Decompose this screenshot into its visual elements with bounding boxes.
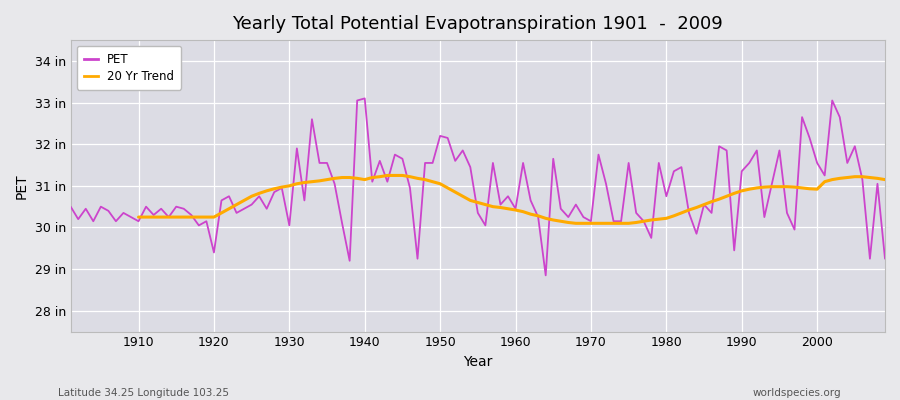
Line: PET: PET [71, 98, 885, 275]
PET [359, 96, 370, 101]
PET [518, 160, 528, 165]
20 Yr Trend [382, 173, 392, 178]
20 Yr Trend [593, 221, 604, 226]
Text: Latitude 34.25 Longitude 103.25: Latitude 34.25 Longitude 103.25 [58, 388, 230, 398]
20 Yr Trend [526, 212, 536, 216]
Y-axis label: PET: PET [15, 173, 29, 199]
20 Yr Trend [834, 176, 845, 181]
20 Yr Trend [879, 177, 890, 182]
Legend: PET, 20 Yr Trend: PET, 20 Yr Trend [76, 46, 181, 90]
PET [66, 204, 77, 209]
PET [292, 146, 302, 151]
PET [337, 221, 347, 226]
PET [879, 256, 890, 261]
Title: Yearly Total Potential Evapotranspiration 1901  -  2009: Yearly Total Potential Evapotranspiratio… [232, 15, 724, 33]
20 Yr Trend [133, 215, 144, 220]
20 Yr Trend [857, 174, 868, 179]
20 Yr Trend [276, 185, 287, 190]
X-axis label: Year: Year [464, 355, 492, 369]
Line: 20 Yr Trend: 20 Yr Trend [139, 176, 885, 223]
PET [510, 206, 521, 211]
PET [126, 215, 137, 220]
20 Yr Trend [307, 179, 318, 184]
PET [540, 273, 551, 278]
Text: worldspecies.org: worldspecies.org [753, 388, 842, 398]
PET [616, 219, 626, 224]
20 Yr Trend [571, 221, 581, 226]
